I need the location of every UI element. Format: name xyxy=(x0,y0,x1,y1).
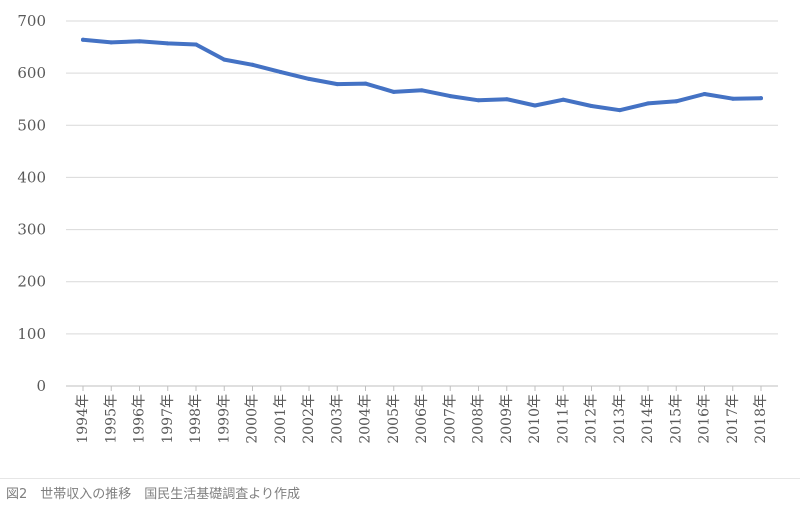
series-group xyxy=(81,37,763,113)
x-tick-label: 2011年 xyxy=(555,394,571,444)
data-point xyxy=(702,92,707,96)
data-point xyxy=(674,99,679,104)
data-point xyxy=(137,39,142,44)
data-point xyxy=(109,40,114,45)
data-point xyxy=(307,76,311,81)
x-tick-label: 2001年 xyxy=(273,394,289,444)
data-point xyxy=(420,88,424,93)
data-point xyxy=(391,89,396,94)
y-axis-ticks: 0 100 200 300 400 500 600 700 xyxy=(17,12,46,395)
x-tick-label: 2000年 xyxy=(245,394,261,444)
data-point xyxy=(335,82,340,87)
x-tick-label: 1994年 xyxy=(75,394,91,444)
data-point xyxy=(363,81,368,86)
x-tick-label: 1996年 xyxy=(132,394,148,444)
y-tick-label: 100 xyxy=(17,325,46,343)
x-tick-label: 2007年 xyxy=(442,394,458,444)
x-tick-label: 1997年 xyxy=(160,394,176,444)
gridlines xyxy=(66,20,778,387)
series-line-0 xyxy=(81,37,763,113)
data-point xyxy=(533,103,537,108)
data-point xyxy=(476,98,481,103)
y-tick-label: 500 xyxy=(17,116,46,134)
x-tick-label: 2018年 xyxy=(753,394,769,444)
data-point xyxy=(222,57,227,62)
data-point xyxy=(730,96,735,101)
data-point xyxy=(250,62,255,67)
data-point xyxy=(646,101,650,106)
x-tick-label: 2006年 xyxy=(414,394,430,444)
data-point xyxy=(759,96,763,101)
x-axis-ticks: 1994年 1995年 1996年 1997年 1998年 1999年 2000年 2001年… xyxy=(75,386,769,444)
y-tick-label: 200 xyxy=(17,273,46,291)
y-tick-label: 300 xyxy=(17,221,46,239)
x-tick-label: 1998年 xyxy=(188,394,204,444)
x-tick-label: 2016年 xyxy=(697,394,713,444)
x-tick-label: 2003年 xyxy=(329,394,345,444)
chart-frame: 0 100 200 300 400 500 600 700 1994年 1995年 1996年 19… xyxy=(0,12,800,479)
data-point xyxy=(589,103,594,108)
x-tick-label: 2013年 xyxy=(612,394,628,444)
x-tick-label: 2008年 xyxy=(471,394,487,444)
x-tick-label: 2015年 xyxy=(668,394,684,444)
x-tick-label: 1999年 xyxy=(216,394,232,444)
data-point xyxy=(194,42,198,47)
x-tick-label: 2014年 xyxy=(640,394,656,444)
data-point xyxy=(278,70,283,75)
x-tick-label: 1995年 xyxy=(103,394,119,444)
x-tick-label: 2012年 xyxy=(584,394,600,444)
data-point xyxy=(81,37,85,42)
data-point xyxy=(561,97,566,102)
x-tick-label: 2005年 xyxy=(386,394,402,444)
y-tick-label: 700 xyxy=(17,12,46,30)
x-tick-label: 2017年 xyxy=(725,394,741,444)
x-tick-label: 2004年 xyxy=(358,394,374,444)
x-tick-label: 2010年 xyxy=(527,394,543,444)
data-point xyxy=(165,41,170,46)
y-tick-label: 0 xyxy=(36,377,46,395)
data-point xyxy=(448,94,453,99)
data-point xyxy=(617,108,622,113)
x-tick-label: 2009年 xyxy=(499,394,515,444)
y-tick-label: 600 xyxy=(17,64,46,82)
y-tick-label: 400 xyxy=(17,168,46,186)
data-point xyxy=(504,97,509,102)
figure-caption: 図2 世帯収入の推移 国民生活基礎調査より作成 xyxy=(6,487,301,502)
x-tick-label: 2002年 xyxy=(301,394,317,444)
